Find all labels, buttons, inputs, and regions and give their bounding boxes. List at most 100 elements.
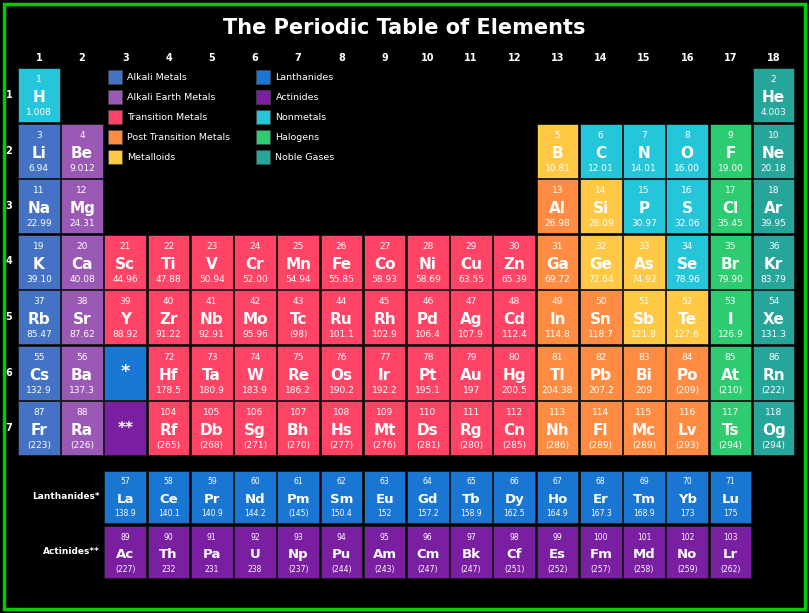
Text: Bh: Bh [287, 423, 310, 438]
FancyBboxPatch shape [191, 526, 233, 578]
Text: 80: 80 [509, 353, 520, 362]
Text: 40.08: 40.08 [70, 275, 95, 284]
FancyBboxPatch shape [234, 526, 276, 578]
Text: 12: 12 [507, 53, 521, 63]
Text: 30: 30 [509, 242, 520, 251]
Text: 238: 238 [248, 565, 262, 574]
Text: 58: 58 [163, 478, 173, 487]
Text: (222): (222) [762, 386, 786, 395]
Text: Si: Si [593, 201, 609, 216]
Text: Pr: Pr [204, 493, 220, 506]
Text: 46: 46 [422, 297, 434, 306]
FancyBboxPatch shape [108, 150, 122, 164]
Text: Tb: Tb [462, 493, 481, 506]
Text: Es: Es [549, 548, 566, 561]
Text: Kr: Kr [764, 257, 783, 272]
FancyBboxPatch shape [753, 123, 794, 178]
Text: Fl: Fl [593, 423, 608, 438]
FancyBboxPatch shape [364, 290, 405, 344]
FancyBboxPatch shape [191, 471, 233, 522]
Text: 79: 79 [465, 353, 477, 362]
Text: Cm: Cm [416, 548, 439, 561]
FancyBboxPatch shape [451, 290, 492, 344]
Text: 13: 13 [551, 53, 565, 63]
Text: 117: 117 [722, 408, 739, 417]
FancyBboxPatch shape [709, 346, 752, 400]
Text: 89: 89 [121, 533, 130, 542]
FancyBboxPatch shape [580, 179, 621, 233]
Text: Md: Md [633, 548, 655, 561]
Text: (251): (251) [504, 565, 524, 574]
Text: Ne: Ne [762, 146, 786, 161]
FancyBboxPatch shape [256, 90, 270, 104]
Text: Fe: Fe [332, 257, 351, 272]
Text: Ac: Ac [116, 548, 134, 561]
Text: 47.88: 47.88 [155, 275, 181, 284]
Text: 72.64: 72.64 [588, 275, 613, 284]
Text: 25: 25 [293, 242, 304, 251]
Text: 231: 231 [205, 565, 219, 574]
FancyBboxPatch shape [61, 179, 103, 233]
Text: 98: 98 [510, 533, 519, 542]
FancyBboxPatch shape [623, 290, 665, 344]
Text: Pm: Pm [286, 493, 310, 506]
Text: Nb: Nb [200, 312, 223, 327]
Text: 37: 37 [33, 297, 44, 306]
Text: 8: 8 [338, 53, 345, 63]
FancyBboxPatch shape [277, 401, 319, 455]
Text: 144.2: 144.2 [244, 509, 266, 518]
Text: 82: 82 [595, 353, 607, 362]
Text: 72: 72 [163, 353, 174, 362]
FancyBboxPatch shape [61, 401, 103, 455]
Text: 90: 90 [163, 533, 173, 542]
Text: (257): (257) [591, 565, 611, 574]
Text: Sg: Sg [244, 423, 266, 438]
Text: 4: 4 [79, 131, 85, 140]
FancyBboxPatch shape [407, 526, 449, 578]
Text: 65: 65 [466, 478, 476, 487]
Text: Cs: Cs [29, 368, 49, 383]
Text: 22.99: 22.99 [26, 219, 52, 228]
Text: 85.47: 85.47 [26, 330, 52, 340]
Text: 131.3: 131.3 [760, 330, 786, 340]
Text: 105: 105 [203, 408, 220, 417]
FancyBboxPatch shape [320, 401, 362, 455]
Text: 88: 88 [76, 408, 88, 417]
Text: Ga: Ga [546, 257, 569, 272]
Text: (268): (268) [200, 441, 224, 451]
Text: U: U [250, 548, 260, 561]
Text: 85: 85 [725, 353, 736, 362]
Text: 3: 3 [6, 201, 12, 211]
FancyBboxPatch shape [623, 123, 665, 178]
FancyBboxPatch shape [623, 179, 665, 233]
Text: 94: 94 [337, 533, 346, 542]
Text: (286): (286) [545, 441, 570, 451]
Text: 71: 71 [726, 478, 735, 487]
Text: 8: 8 [684, 131, 690, 140]
Text: 140.9: 140.9 [201, 509, 222, 518]
FancyBboxPatch shape [320, 290, 362, 344]
FancyBboxPatch shape [709, 123, 752, 178]
Text: Np: Np [288, 548, 308, 561]
FancyBboxPatch shape [18, 235, 60, 289]
Text: 47: 47 [465, 297, 477, 306]
Text: (244): (244) [331, 565, 352, 574]
Text: Fm: Fm [589, 548, 612, 561]
FancyBboxPatch shape [108, 110, 122, 124]
Text: S: S [682, 201, 693, 216]
Text: 6.94: 6.94 [29, 164, 49, 173]
FancyBboxPatch shape [108, 70, 122, 84]
Text: 5: 5 [209, 53, 215, 63]
Text: 86: 86 [768, 353, 779, 362]
Text: 42: 42 [249, 297, 260, 306]
Text: Re: Re [287, 368, 309, 383]
Text: 7: 7 [6, 423, 12, 433]
FancyBboxPatch shape [277, 471, 319, 522]
FancyBboxPatch shape [709, 526, 752, 578]
Text: (289): (289) [632, 441, 656, 451]
Text: Lu: Lu [722, 493, 739, 506]
FancyBboxPatch shape [148, 526, 189, 578]
FancyBboxPatch shape [667, 401, 708, 455]
FancyBboxPatch shape [320, 471, 362, 522]
FancyBboxPatch shape [493, 401, 536, 455]
